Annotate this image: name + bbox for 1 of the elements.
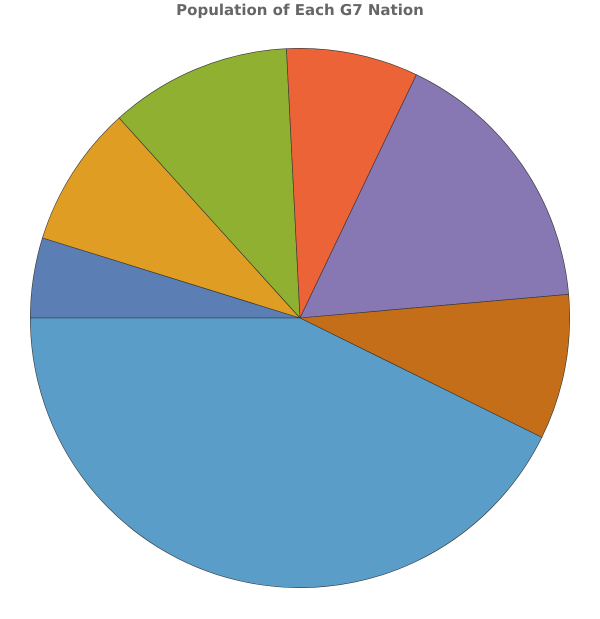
chart-title: Population of Each G7 Nation <box>176 0 424 19</box>
